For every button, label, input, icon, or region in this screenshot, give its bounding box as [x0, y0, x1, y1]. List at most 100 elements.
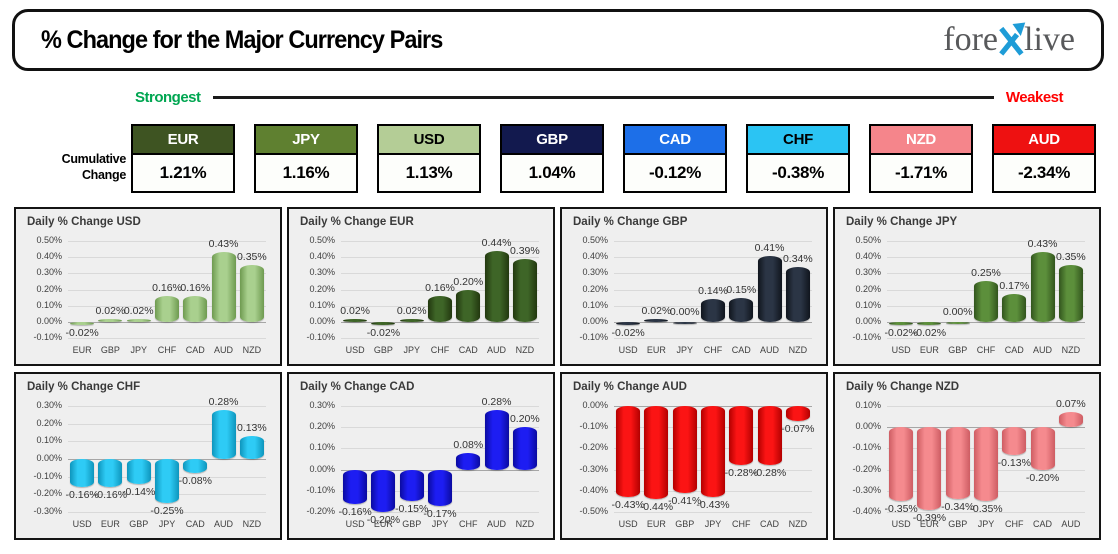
- bar-eur-jpy: [399, 318, 424, 322]
- y-tick-label: 0.00%: [855, 421, 881, 432]
- data-label-chf-jpy: -0.25%: [150, 505, 184, 518]
- bar-cad-jpy: [428, 469, 452, 506]
- data-label-eur-aud: 0.44%: [481, 236, 512, 249]
- bar-nzd-aud: [1058, 412, 1083, 428]
- currency-box-chf: CHF -0.38%: [746, 124, 850, 193]
- data-label-chf-gbp: -0.14%: [122, 485, 156, 498]
- scale-line: [212, 95, 994, 99]
- gridline: [614, 257, 812, 259]
- y-tick-label: -0.10%: [579, 421, 608, 432]
- charts-grid: Daily % Change USD 0.50% 0.40% 0.30% 0.20% 0.…: [14, 207, 1101, 540]
- data-label-chf-cad: -0.08%: [178, 475, 212, 488]
- y-tick-label: -0.50%: [579, 506, 608, 516]
- data-label-nzd-eur: -0.39%: [912, 511, 947, 524]
- bar-aud-usd: [616, 406, 641, 498]
- x-axis-label: EUR: [646, 519, 666, 529]
- bar-chf-nzd: [239, 436, 264, 459]
- x-axis-label: GBP: [100, 345, 120, 355]
- y-tick-label: -0.10%: [306, 484, 335, 495]
- x-axis-label: GBP: [675, 519, 695, 529]
- x-axis-label: USD: [345, 519, 365, 529]
- strength-scale: Strongest Weakest: [135, 87, 1064, 107]
- bar-gbp-eur: [644, 318, 669, 322]
- currency-box-nzd: NZD -1.71%: [869, 124, 973, 193]
- y-tick-label: -0.10%: [306, 332, 335, 342]
- x-axis-label: CHF: [430, 345, 450, 355]
- data-label-usd-jpy: 0.02%: [123, 304, 154, 317]
- x-axis-label: USD: [891, 345, 911, 355]
- gridline: [68, 241, 266, 242]
- bar-eur-chf: [428, 295, 452, 322]
- bar-gbp-chf: [701, 299, 725, 322]
- y-tick-label: -0.10%: [579, 332, 608, 342]
- data-label-cad-eur: -0.20%: [366, 514, 401, 526]
- data-label-chf-aud: 0.28%: [208, 395, 239, 408]
- chart-panel-chf: Daily % Change CHF 0.30% 0.20% 0.10% 0.00% -0…: [14, 372, 282, 540]
- data-label-gbp-eur: 0.02%: [641, 304, 672, 317]
- y-tick-label: -0.20%: [852, 463, 881, 474]
- x-axis-label: CAD: [185, 345, 205, 355]
- x-axis-label: AUD: [1061, 519, 1081, 529]
- data-label-nzd-gbp: -0.34%: [941, 501, 975, 514]
- bar-cad-nzd: [512, 427, 537, 470]
- cumulative-value-cad: -0.12%: [623, 153, 727, 193]
- y-tick-label: 0.10%: [855, 400, 881, 410]
- bar-eur-cad: [456, 289, 481, 322]
- chart-title-nzd: Daily % Change NZD: [846, 381, 960, 393]
- gridline: [68, 512, 266, 513]
- data-label-jpy-usd: -0.02%: [884, 327, 918, 340]
- x-axis-label: EUR: [919, 519, 939, 529]
- currency-code-usd: USD: [377, 124, 481, 155]
- currency-code-chf: CHF: [746, 124, 850, 155]
- chart-title-eur: Daily % Change EUR: [300, 216, 414, 228]
- y-tick-label: -0.20%: [33, 488, 62, 499]
- bar-gbp-cad: [729, 297, 754, 322]
- chart-panel-jpy: Daily % Change JPY 0.50% 0.40% 0.30% 0.20% 0.…: [833, 207, 1101, 366]
- y-tick-label: -0.30%: [852, 484, 881, 495]
- currency-box-eur: EUR 1.21%: [131, 124, 235, 193]
- bar-aud-jpy: [701, 406, 725, 498]
- x-axis-label: NZD: [788, 519, 808, 529]
- gridline: [887, 406, 1085, 407]
- bar-nzd-usd: [889, 427, 914, 502]
- bar-gbp-usd: [616, 321, 641, 326]
- y-tick-label: 0.50%: [855, 235, 881, 245]
- bar-chf-usd: [70, 459, 95, 488]
- bar-jpy-aud: [1030, 252, 1055, 322]
- x-axis-label: JPY: [403, 345, 420, 355]
- x-axis-label: AUD: [214, 345, 234, 355]
- y-tick-label: 0.10%: [36, 299, 62, 310]
- bar-aud-gbp: [672, 406, 697, 493]
- data-label-gbp-cad: 0.15%: [726, 283, 757, 296]
- bar-gbp-aud: [757, 255, 782, 322]
- cumulative-value-aud: -2.34%: [992, 153, 1096, 193]
- y-tick-label: 0.00%: [36, 315, 62, 326]
- gridline: [887, 257, 1085, 259]
- x-axis-label: JPY: [977, 519, 995, 529]
- bar-usd-gbp: [98, 318, 123, 322]
- y-tick-label: 0.00%: [309, 315, 335, 326]
- bar-jpy-chf: [974, 281, 998, 322]
- bar-jpy-nzd: [1058, 265, 1083, 322]
- currency-code-nzd: NZD: [869, 124, 973, 155]
- y-tick-label: -0.10%: [33, 332, 62, 342]
- y-tick-label: 0.00%: [582, 400, 608, 410]
- data-label-nzd-cad: -0.20%: [1025, 471, 1060, 484]
- x-axis-label: CAD: [760, 519, 780, 529]
- data-label-usd-aud: 0.43%: [208, 238, 239, 251]
- x-axis-label: CAD: [731, 345, 751, 355]
- currency-code-gbp: GBP: [500, 124, 604, 155]
- data-label-gbp-aud: 0.41%: [754, 241, 785, 254]
- y-tick-label: 0.20%: [36, 417, 62, 428]
- x-axis-label: CAD: [185, 519, 205, 529]
- x-axis-label: JPY: [676, 345, 693, 355]
- cumulative-change-label: Cumulative Change: [61, 152, 127, 182]
- gridline: [68, 273, 266, 275]
- gridline: [341, 338, 539, 339]
- gridline: [614, 321, 812, 323]
- x-axis-label: NZD: [1061, 345, 1081, 355]
- x-axis-label: CAD: [458, 345, 478, 355]
- gridline: [887, 512, 1085, 513]
- y-tick-label: 0.40%: [309, 251, 335, 262]
- data-label-cad-jpy: -0.17%: [423, 507, 457, 520]
